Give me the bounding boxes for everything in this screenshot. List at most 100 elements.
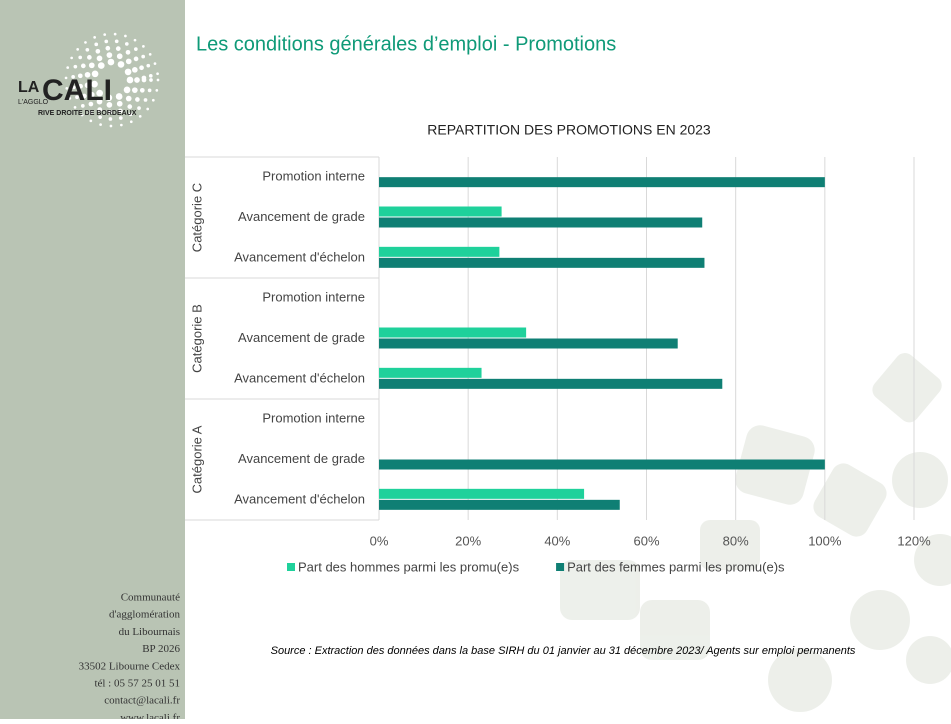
logo-dot — [94, 42, 99, 47]
address-line: BP 2026 — [142, 643, 180, 655]
bar — [379, 257, 705, 268]
bar — [379, 206, 502, 217]
logo-dot — [107, 58, 115, 66]
x-tick-label: 40% — [544, 533, 570, 548]
bar — [379, 177, 825, 188]
logo-dot — [142, 45, 145, 48]
group-label: Catégorie A — [189, 425, 204, 493]
logo-dot — [156, 72, 159, 76]
logo-dot — [105, 94, 113, 102]
logo-dot — [148, 73, 153, 78]
logo-dot — [148, 52, 152, 56]
logo-dot — [124, 34, 127, 38]
logo-dot — [80, 104, 85, 108]
bar — [379, 367, 482, 378]
logo-dot — [155, 89, 159, 92]
logo-dot — [156, 78, 160, 82]
logo-dot — [147, 88, 152, 93]
logo-dot — [114, 39, 119, 44]
y-tick-label: Avancement d'échelon — [234, 370, 365, 385]
logo-dot — [95, 48, 101, 54]
logo-dot — [107, 109, 113, 115]
y-tick-label: Avancement de grade — [238, 209, 365, 224]
logo-dot — [151, 98, 155, 102]
logo-dot — [118, 116, 123, 120]
logo-dot — [88, 91, 95, 98]
logo-dot — [117, 108, 123, 114]
logo-dot — [98, 115, 102, 119]
logo-dot — [77, 73, 83, 79]
logo-dot — [97, 62, 105, 69]
group-label: Catégorie C — [189, 183, 204, 252]
x-tick-label: 0% — [370, 533, 389, 548]
bar — [379, 488, 585, 499]
x-tick-label: 80% — [723, 533, 749, 548]
logo-dot — [125, 95, 132, 102]
sidebar — [0, 0, 185, 719]
logo-dot — [133, 38, 137, 42]
logo-dot — [87, 55, 92, 60]
logo-cali: CALI — [42, 74, 112, 107]
logo-dot — [64, 76, 68, 80]
logo-dot — [84, 82, 91, 89]
y-tick-label: Promotion interne — [262, 411, 365, 426]
logo-dot — [153, 62, 157, 65]
address-line: 33502 Libourne Cedex — [79, 660, 181, 672]
logo-dot — [123, 86, 131, 94]
logo-dot — [85, 47, 90, 52]
bar — [379, 499, 620, 510]
logo-dot — [138, 114, 142, 118]
logo-dot — [75, 95, 79, 100]
logo-dot — [131, 87, 138, 94]
logo-dot — [124, 42, 129, 46]
y-tick-label: Avancement de grade — [238, 330, 365, 345]
logo-dot — [93, 36, 96, 39]
logo-dot — [149, 78, 153, 82]
legend-swatch — [556, 563, 565, 571]
logo-dot — [70, 56, 73, 60]
x-tick-label: 100% — [808, 533, 842, 548]
logo-dot — [81, 93, 87, 99]
logo-dot — [71, 75, 75, 79]
logo-dot — [96, 55, 103, 62]
logo-agglo: L'AGGLO — [18, 99, 49, 106]
address-line: www.lacali.fr — [120, 712, 180, 719]
y-tick-label: Promotion interne — [262, 169, 365, 184]
source-note: Source : Extraction des données dans la … — [271, 645, 856, 657]
address-line: d'agglomération — [109, 609, 181, 621]
y-tick-label: Avancement d'échelon — [234, 249, 365, 264]
x-tick-label: 60% — [633, 533, 659, 548]
bar — [379, 217, 703, 228]
address-line: tél : 05 57 25 01 51 — [94, 678, 180, 690]
address-line: contact@lacali.fr — [104, 695, 180, 707]
logo-dot — [134, 47, 138, 51]
logo-dot — [73, 106, 77, 109]
x-tick-label: 120% — [897, 533, 931, 548]
logo-dot — [108, 117, 113, 121]
logo-dot — [109, 124, 113, 128]
logo-dot — [135, 97, 140, 102]
logo: LA CALI L'AGGLO RIVE DROITE DE BORDEAUX — [18, 32, 160, 128]
logo-dot — [143, 98, 148, 102]
logo-dot — [71, 85, 76, 90]
bar — [379, 246, 500, 257]
logo-dot — [146, 63, 151, 68]
logo-dot — [131, 66, 138, 73]
address-line: Communauté — [121, 592, 180, 604]
logo-dot — [88, 110, 93, 115]
logo-dot — [139, 87, 145, 93]
logo-dot — [106, 52, 113, 58]
logo-dot — [106, 102, 113, 108]
logo-dot — [146, 107, 150, 111]
logo-dot — [115, 93, 123, 100]
logo-dot — [126, 76, 134, 84]
bar — [379, 338, 678, 349]
logo-dot — [80, 113, 84, 117]
legend-label: Part des hommes parmi les promu(e)s — [298, 559, 520, 574]
logo-dot — [84, 41, 87, 44]
logo-dot — [115, 46, 121, 51]
logo-dot — [113, 32, 117, 36]
y-tick-label: Promotion interne — [262, 290, 365, 305]
y-tick-label: Avancement de grade — [238, 451, 365, 466]
